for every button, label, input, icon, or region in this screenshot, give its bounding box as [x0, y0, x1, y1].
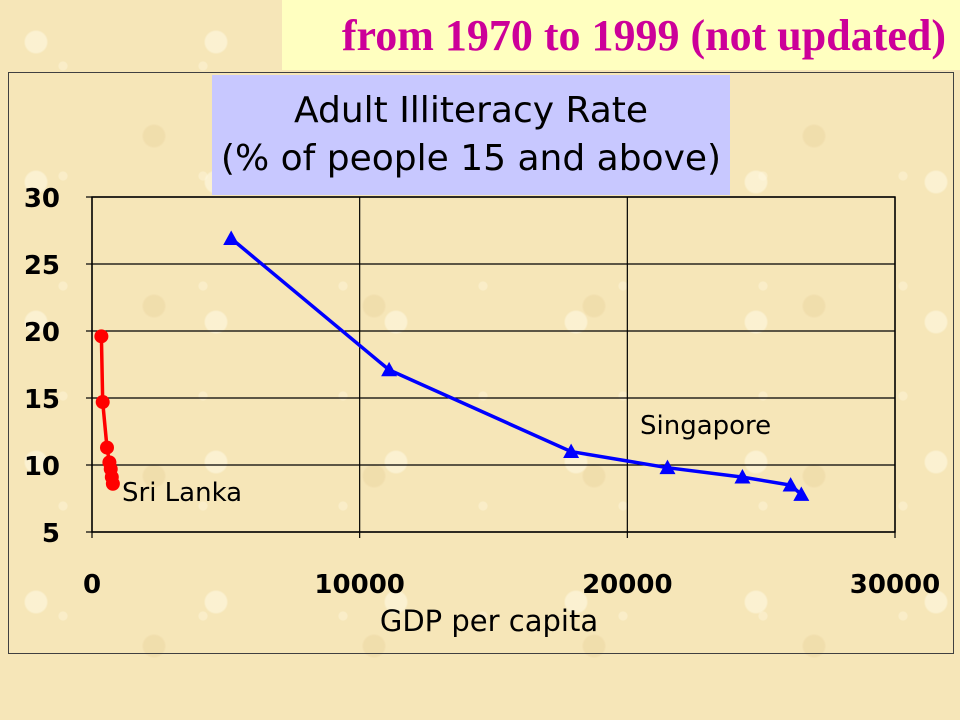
- y-tick-label: 25: [24, 251, 60, 281]
- data-point-singapore: [223, 230, 240, 245]
- chart-frame: [8, 72, 954, 654]
- data-point-singapore: [659, 459, 676, 475]
- series-label-sri-lanka: Sri Lanka: [122, 478, 242, 508]
- series-label-singapore: Singapore: [640, 411, 771, 441]
- series-line-singapore: [230, 237, 803, 496]
- data-point-singapore: [782, 477, 799, 492]
- y-tick-label: 20: [24, 318, 60, 348]
- x-tick-label: 10000: [314, 570, 404, 600]
- series-lines: [94, 230, 810, 501]
- x-tick-label: 20000: [582, 570, 672, 600]
- data-point-sri-lanka: [95, 395, 110, 410]
- chart-title: Adult Illiteracy Rate: [293, 90, 649, 131]
- x-axis-title: GDP per capita: [380, 604, 598, 638]
- data-point-singapore: [381, 361, 398, 377]
- chart-title-box: Adult Illiteracy Rate (% of people 15 an…: [212, 75, 730, 195]
- data-point-sri-lanka: [94, 329, 109, 344]
- grid-lines: [86, 196, 896, 538]
- y-tick-label: 5: [42, 519, 60, 549]
- y-tick-label: 30: [24, 184, 60, 214]
- x-tick-label: 30000: [850, 570, 940, 600]
- x-tick-label: 0: [83, 570, 101, 600]
- y-tick-label: 15: [24, 385, 60, 415]
- data-point-sri-lanka: [105, 476, 120, 491]
- data-point-singapore: [734, 469, 751, 484]
- data-point-sri-lanka: [99, 440, 114, 455]
- top-banner: from 1970 to 1999 (not updated): [282, 0, 960, 70]
- data-point-singapore: [563, 443, 580, 458]
- banner-text: from 1970 to 1999 (not updated): [341, 11, 946, 60]
- data-point-singapore: [793, 486, 810, 501]
- y-tick-label: 10: [24, 452, 60, 482]
- chart-subtitle: (% of people 15 and above): [220, 138, 722, 179]
- tick-labels: 5 10 15 20 25 30 0 10000 20000 30000: [24, 184, 940, 600]
